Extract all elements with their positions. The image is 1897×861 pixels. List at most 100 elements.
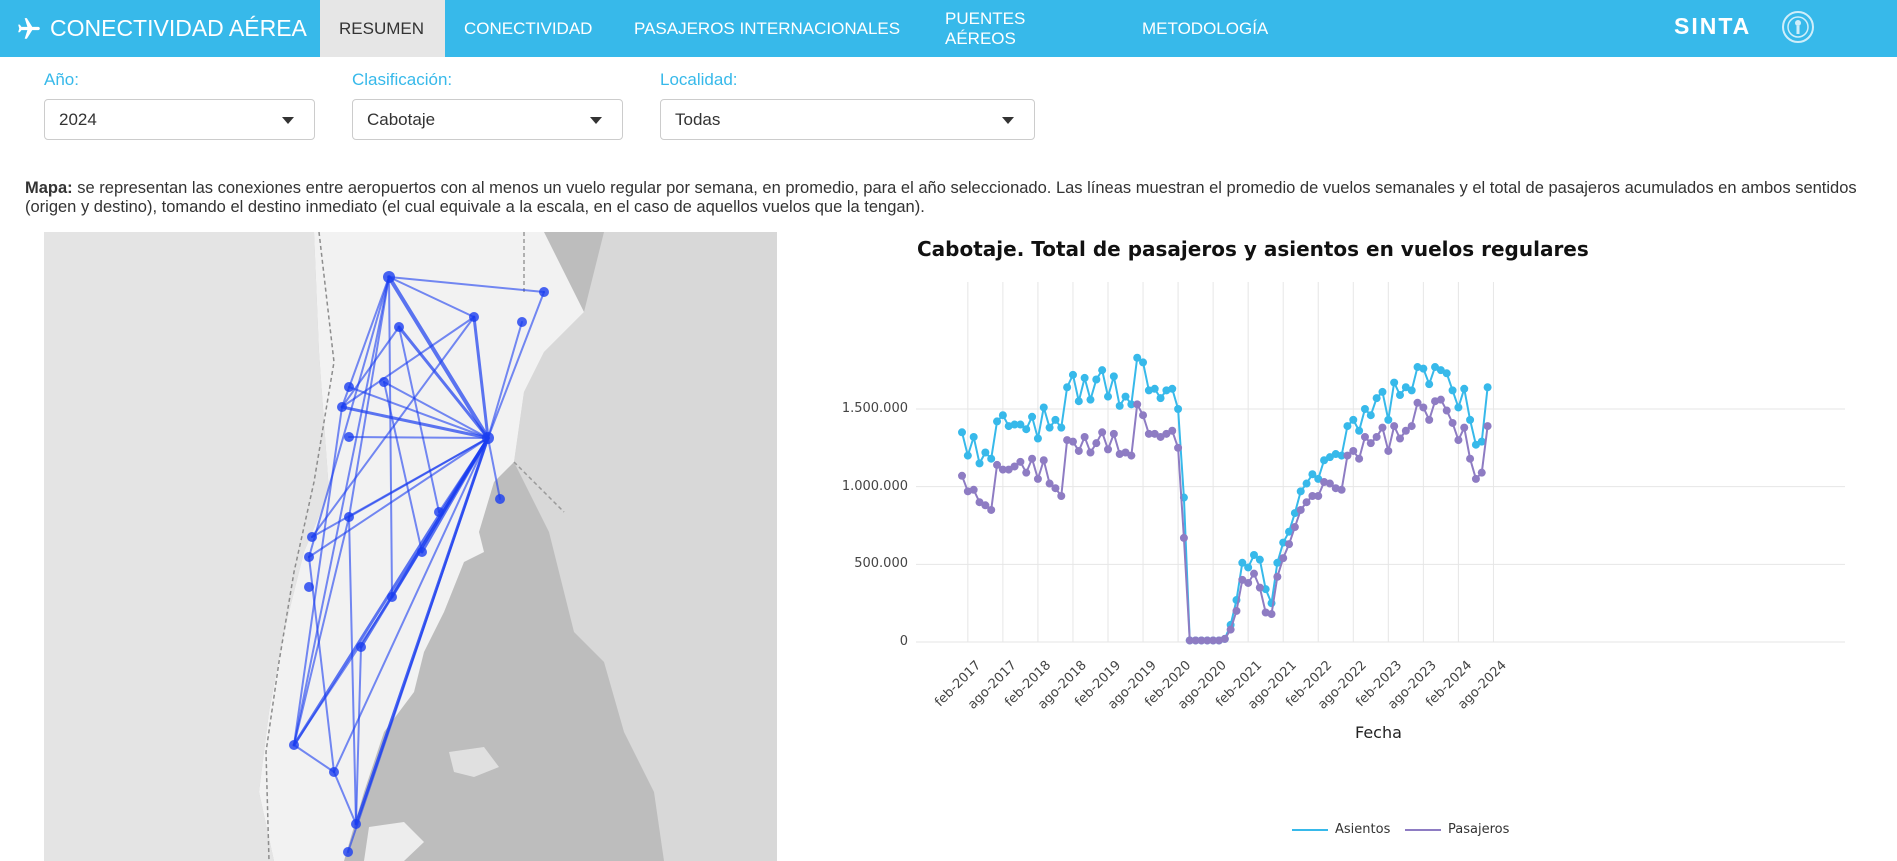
tab-pasajeros-internacionales[interactable]: PASAJEROS INTERNACIONALES [634,18,901,38]
data-point-asientos[interactable] [1378,387,1387,396]
data-point-asientos[interactable] [1384,415,1393,424]
data-point-asientos[interactable] [969,432,978,441]
data-point-asientos[interactable] [1366,411,1375,420]
data-point-pasajeros[interactable] [1022,468,1031,477]
data-point-pasajeros[interactable] [1209,636,1218,645]
data-point-asientos[interactable] [1396,391,1404,400]
map-canvas[interactable] [44,232,777,861]
data-point-pasajeros[interactable] [1057,491,1066,500]
data-point-asientos[interactable] [1068,370,1077,379]
legend-item-pasajeros[interactable]: Pasajeros [1405,822,1509,837]
data-point-pasajeros[interactable] [1308,491,1317,500]
tab-metodologia[interactable]: METODOLOGÍA [1142,18,1269,38]
data-point-asientos[interactable] [963,451,972,460]
data-point-pasajeros[interactable] [1279,554,1288,563]
data-point-asientos[interactable] [1477,437,1486,446]
data-point-asientos[interactable] [1022,425,1031,434]
data-point-asientos[interactable] [987,454,996,463]
data-point-pasajeros[interactable] [1168,426,1177,435]
data-point-pasajeros[interactable] [1296,505,1305,514]
data-point-pasajeros[interactable] [993,460,1002,469]
data-point-pasajeros[interactable] [1203,636,1212,645]
data-point-pasajeros[interactable] [1104,445,1112,454]
data-point-pasajeros[interactable] [1179,533,1188,542]
data-point-asientos[interactable] [1337,451,1346,460]
data-point-asientos[interactable] [1250,551,1258,560]
data-point-asientos[interactable] [1121,392,1130,401]
data-point-pasajeros[interactable] [1028,454,1037,463]
clasificacion-select[interactable]: Cabotaje [352,99,623,140]
data-point-pasajeros[interactable] [1466,454,1475,463]
data-point-pasajeros[interactable] [1051,484,1060,493]
data-point-pasajeros[interactable] [1139,411,1148,420]
brand[interactable]: CONECTIVIDAD AÉREA [16,0,307,57]
data-point-asientos[interactable] [1460,384,1469,393]
data-point-pasajeros[interactable] [1355,454,1364,463]
data-point-asientos[interactable] [1296,487,1305,496]
chart-plot[interactable] [815,232,1897,861]
data-point-pasajeros[interactable] [1092,439,1101,448]
data-point-asientos[interactable] [1139,358,1148,367]
data-point-asientos[interactable] [1483,383,1492,392]
data-point-pasajeros[interactable] [1401,426,1410,435]
data-point-asientos[interactable] [1051,415,1060,424]
data-point-pasajeros[interactable] [1425,415,1434,424]
data-point-pasajeros[interactable] [1039,456,1048,465]
data-point-asientos[interactable] [1419,364,1428,373]
data-point-pasajeros[interactable] [1174,443,1183,452]
data-point-asientos[interactable] [981,448,990,457]
data-point-asientos[interactable] [1028,412,1037,421]
data-point-pasajeros[interactable] [1080,432,1089,441]
data-point-asientos[interactable] [993,417,1002,426]
data-point-pasajeros[interactable] [998,465,1007,474]
data-point-pasajeros[interactable] [1273,572,1282,581]
data-point-asientos[interactable] [1407,386,1416,395]
data-point-pasajeros[interactable] [987,505,996,514]
data-point-asientos[interactable] [1104,392,1112,401]
data-point-pasajeros[interactable] [1285,540,1294,549]
data-point-pasajeros[interactable] [1098,428,1107,437]
data-point-asientos[interactable] [1466,415,1475,424]
data-point-pasajeros[interactable] [1366,439,1375,448]
data-point-asientos[interactable] [1349,415,1358,424]
data-point-pasajeros[interactable] [1133,400,1142,409]
connectivity-map[interactable] [44,232,777,861]
data-point-pasajeros[interactable] [1413,398,1422,407]
data-point-pasajeros[interactable] [1197,636,1206,645]
data-point-pasajeros[interactable] [1191,636,1200,645]
data-point-pasajeros[interactable] [1396,434,1404,443]
data-point-asientos[interactable] [1273,558,1282,567]
data-point-pasajeros[interactable] [1471,474,1480,483]
data-point-asientos[interactable] [998,411,1007,420]
data-point-asientos[interactable] [975,459,984,468]
data-point-pasajeros[interactable] [1419,403,1428,412]
data-point-pasajeros[interactable] [1390,422,1399,431]
data-point-asientos[interactable] [1045,423,1054,432]
data-point-pasajeros[interactable] [1226,625,1235,634]
data-point-asientos[interactable] [1150,384,1159,393]
data-point-asientos[interactable] [1033,434,1042,443]
data-point-pasajeros[interactable] [1314,491,1323,500]
data-point-pasajeros[interactable] [981,501,990,510]
data-point-asientos[interactable] [1115,401,1124,410]
data-point-pasajeros[interactable] [1337,485,1346,494]
data-point-asientos[interactable] [1074,397,1083,406]
data-point-asientos[interactable] [1168,384,1177,393]
data-point-asientos[interactable] [1302,479,1311,488]
data-point-pasajeros[interactable] [1483,422,1492,431]
data-point-asientos[interactable] [1010,420,1019,429]
localidad-select[interactable]: Todas [660,99,1035,140]
data-point-asientos[interactable] [1255,555,1264,564]
data-point-pasajeros[interactable] [1109,429,1118,438]
passengers-chart[interactable]: Cabotaje. Total de pasajeros y asientos … [815,232,1897,861]
data-point-pasajeros[interactable] [1325,479,1334,488]
data-point-pasajeros[interactable] [1343,451,1352,460]
data-point-pasajeros[interactable] [1127,451,1136,460]
data-point-pasajeros[interactable] [1068,437,1077,446]
data-point-pasajeros[interactable] [1045,479,1054,488]
data-point-asientos[interactable] [1308,470,1317,479]
data-point-pasajeros[interactable] [1144,429,1153,438]
data-point-asientos[interactable] [1454,403,1463,412]
data-point-pasajeros[interactable] [1384,446,1393,455]
data-point-pasajeros[interactable] [1010,462,1019,471]
